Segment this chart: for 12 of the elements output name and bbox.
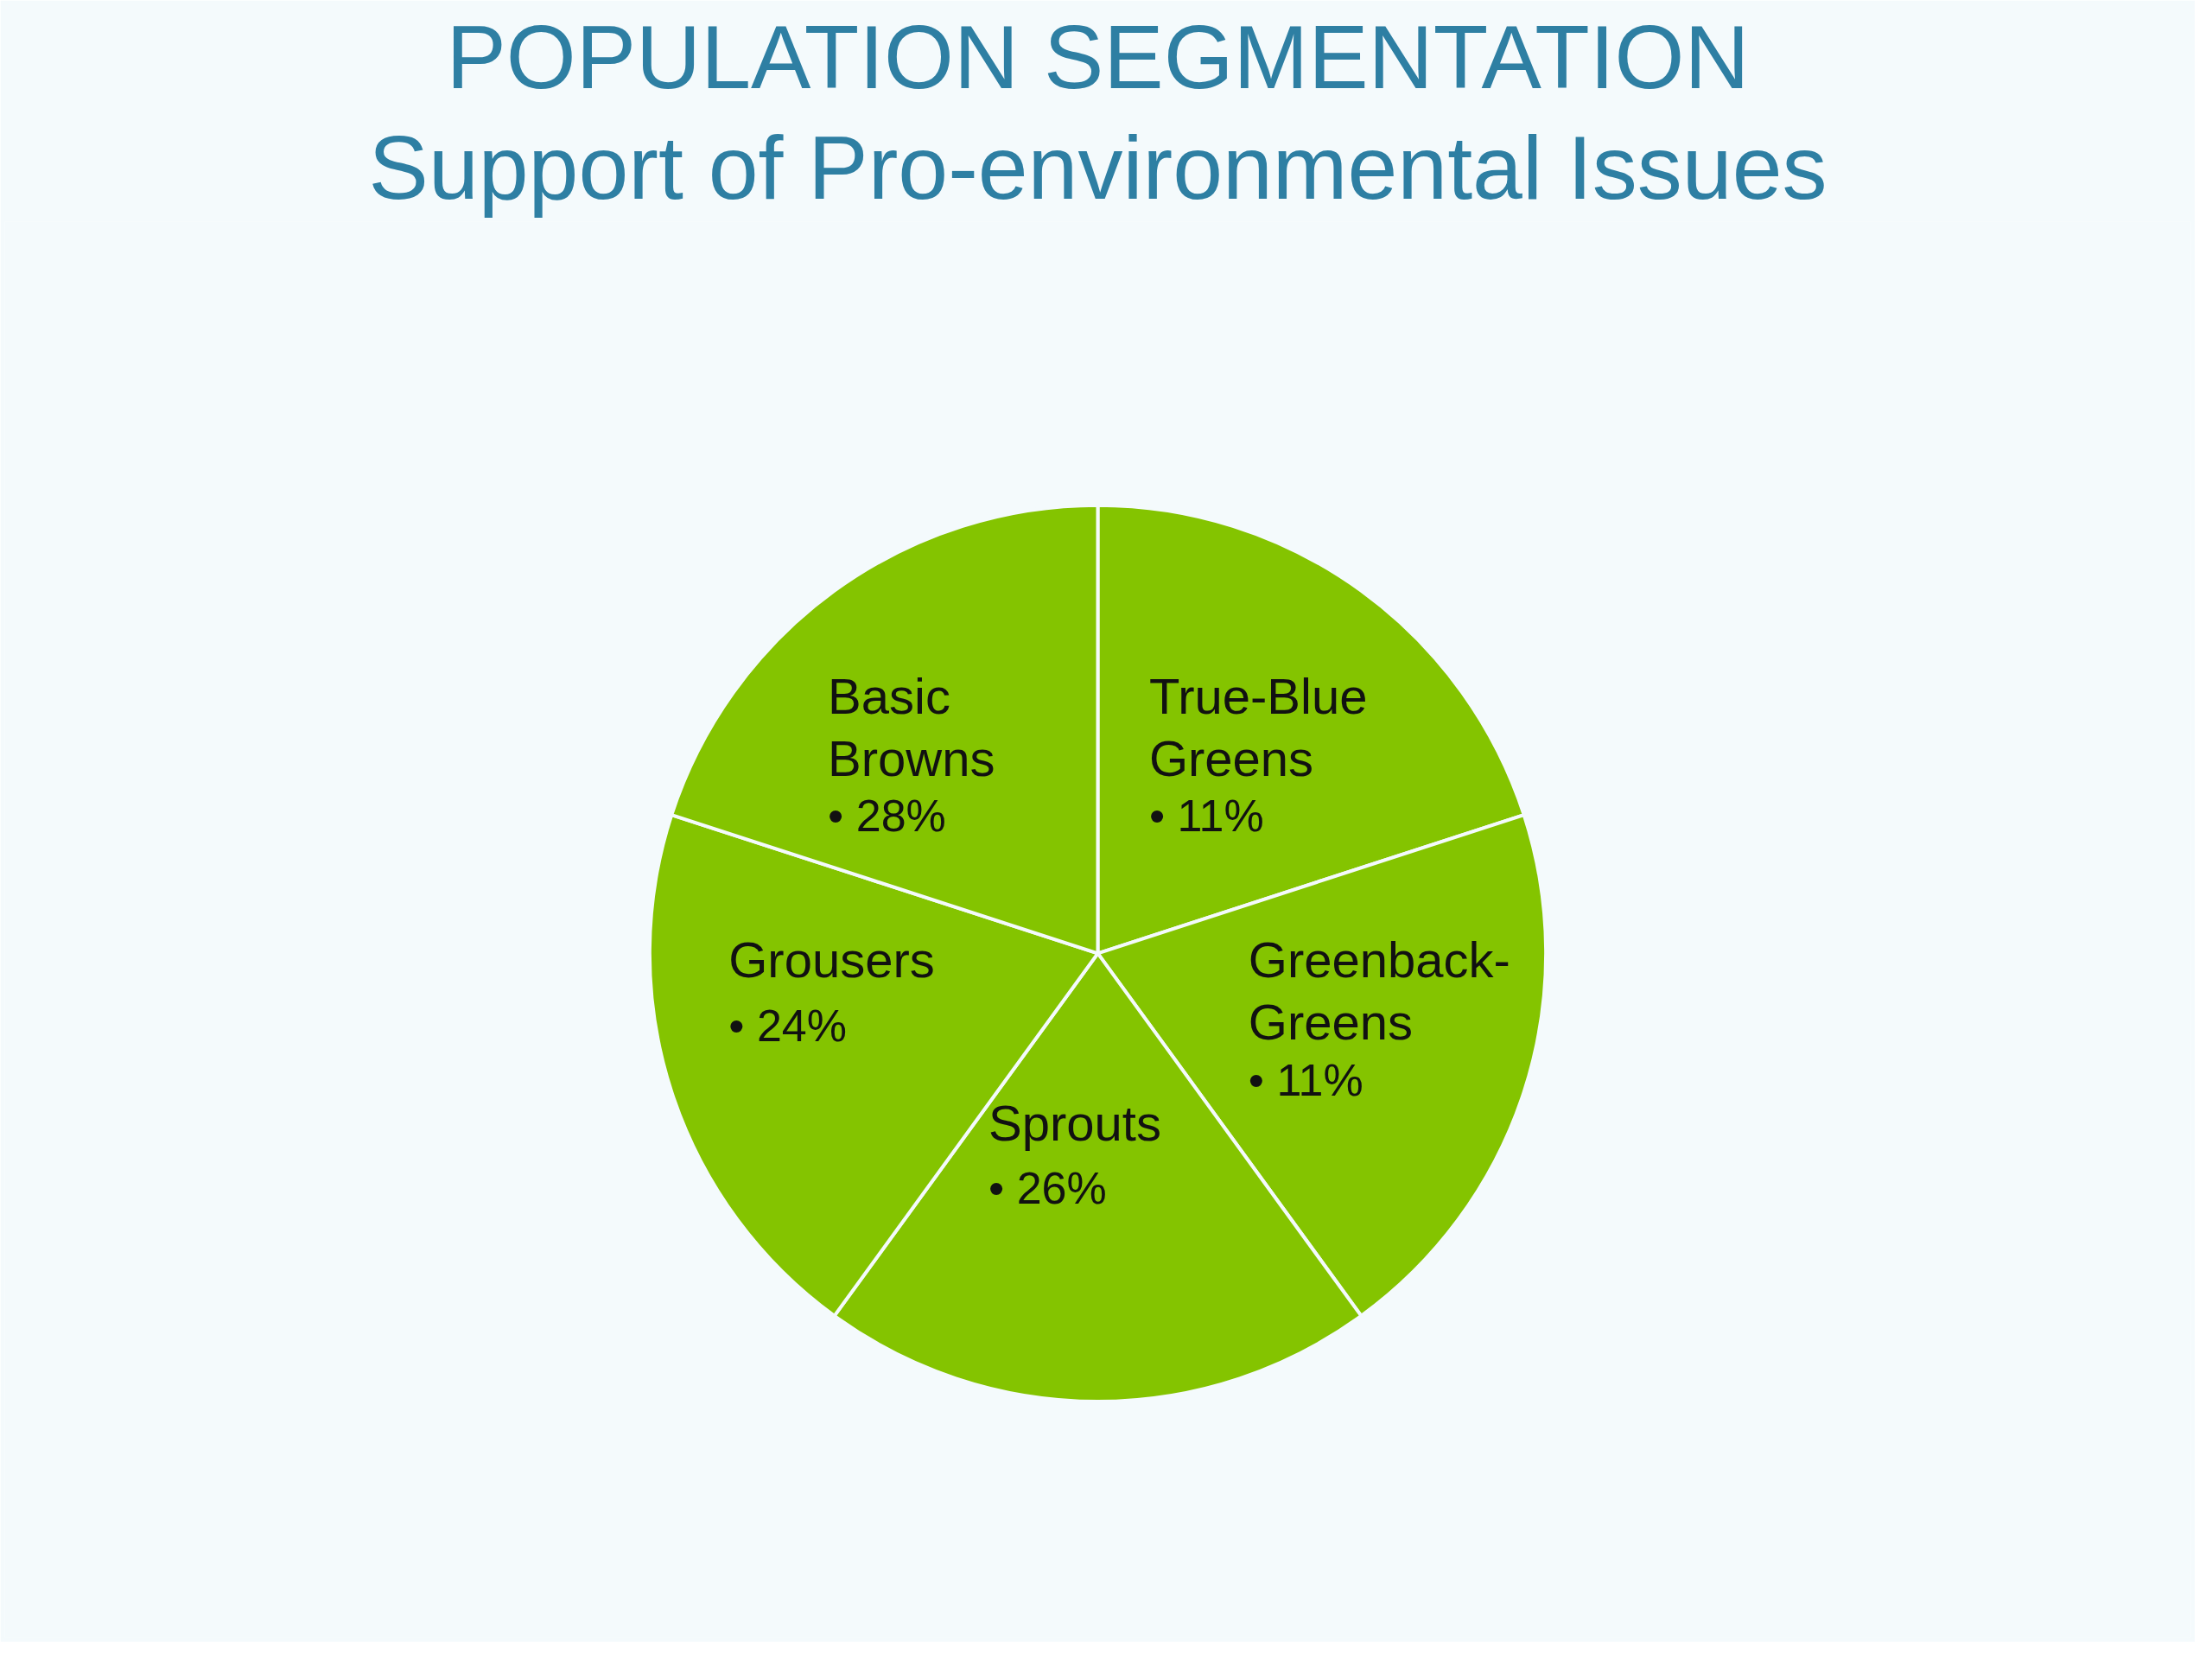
data-label: • 28%	[828, 791, 946, 842]
category-label: Grousers	[728, 931, 935, 988]
data-label: • 11%	[1248, 1054, 1363, 1105]
data-label: • 24%	[728, 1000, 847, 1051]
category-label: True-Blue Greens	[1148, 668, 1368, 786]
data-label: • 11%	[1148, 791, 1264, 842]
category-label: Sprouts	[988, 1095, 1161, 1152]
data-label: • 26%	[988, 1163, 1107, 1214]
category-label: Greenback- Greens	[1248, 931, 1510, 1050]
text: Support of Pro-environmental Issues	[368, 117, 1827, 218]
category-label: Basic Browns	[828, 668, 995, 786]
text: POPULATION SEGMENTATION	[446, 6, 1750, 107]
